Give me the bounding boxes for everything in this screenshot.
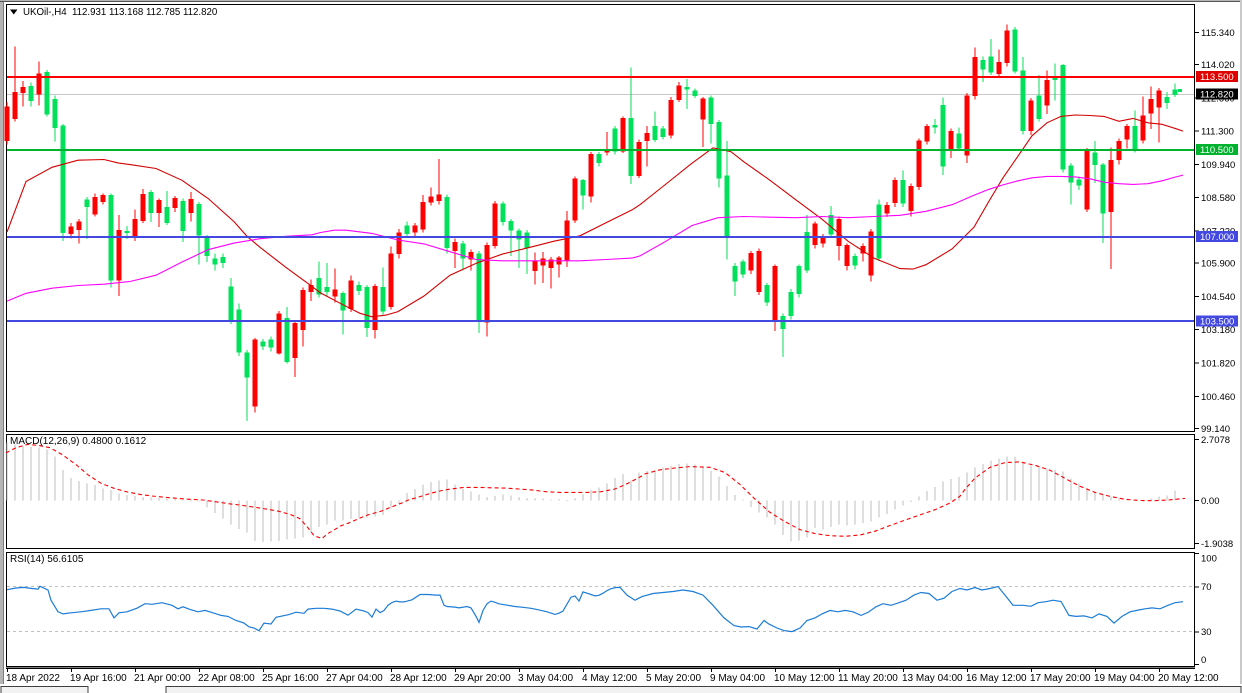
svg-text:29 Apr 20:00: 29 Apr 20:00 [454,673,511,684]
svg-text:108.580: 108.580 [1201,193,1235,204]
svg-text:110.500: 110.500 [1200,145,1234,156]
svg-text:3 May 04:00: 3 May 04:00 [518,673,573,684]
svg-text:104.540: 104.540 [1201,292,1235,303]
svg-text:18 Apr 2022: 18 Apr 2022 [6,673,60,684]
svg-text:25 Apr 16:00: 25 Apr 16:00 [262,673,319,684]
svg-text:16 May 12:00: 16 May 12:00 [966,673,1027,684]
svg-text:103.500: 103.500 [1200,317,1234,328]
svg-text:-1.9038: -1.9038 [1201,539,1233,550]
svg-text:99.140: 99.140 [1201,424,1230,435]
svg-text:30: 30 [1201,627,1212,638]
svg-text:115.340: 115.340 [1201,28,1235,39]
svg-text:111.300: 111.300 [1201,127,1234,138]
svg-text:10 May 12:00: 10 May 12:00 [774,673,835,684]
svg-text:11 May 20:00: 11 May 20:00 [838,673,898,684]
svg-text:103.180: 103.180 [1201,325,1235,336]
svg-text:113.500: 113.500 [1200,72,1234,83]
svg-text:5 May 20:00: 5 May 20:00 [646,673,701,684]
svg-text:22 Apr 08:00: 22 Apr 08:00 [198,673,255,684]
svg-text:9 May 04:00: 9 May 04:00 [710,673,765,684]
svg-text:105.900: 105.900 [1201,259,1235,270]
svg-text:17 May 20:00: 17 May 20:00 [1030,673,1091,684]
svg-text:13 May 04:00: 13 May 04:00 [902,673,963,684]
svg-text:19 Apr 16:00: 19 Apr 16:00 [70,673,127,684]
svg-text:0.00: 0.00 [1201,496,1220,507]
svg-text:21 Apr 00:00: 21 Apr 00:00 [134,673,191,684]
svg-text:112.820: 112.820 [1200,90,1234,101]
svg-text:107.000: 107.000 [1200,232,1234,243]
svg-text:0: 0 [1201,655,1206,666]
svg-text:4 May 12:00: 4 May 12:00 [582,673,637,684]
svg-text:100.460: 100.460 [1201,392,1235,403]
svg-text:20 May 12:00: 20 May 12:00 [1158,673,1219,684]
svg-text:UKOil-,H4 112.931 113.168 112: UKOil-,H4 112.931 113.168 112.785 112.82… [23,7,218,18]
svg-text:70: 70 [1201,582,1212,593]
svg-text:109.940: 109.940 [1201,160,1235,171]
svg-text:27 Apr 04:00: 27 Apr 04:00 [326,673,383,684]
svg-text:28 Apr 12:00: 28 Apr 12:00 [390,673,447,684]
svg-text:2.7078: 2.7078 [1201,435,1230,446]
svg-text:101.820: 101.820 [1201,359,1235,370]
svg-text:RSI(14) 56.6105: RSI(14) 56.6105 [10,554,84,565]
svg-text:MACD(12,26,9) 0.4800 0.1612: MACD(12,26,9) 0.4800 0.1612 [10,436,147,447]
svg-text:100: 100 [1201,554,1217,565]
svg-text:114.020: 114.020 [1201,60,1235,71]
svg-text:19 May 04:00: 19 May 04:00 [1094,673,1155,684]
